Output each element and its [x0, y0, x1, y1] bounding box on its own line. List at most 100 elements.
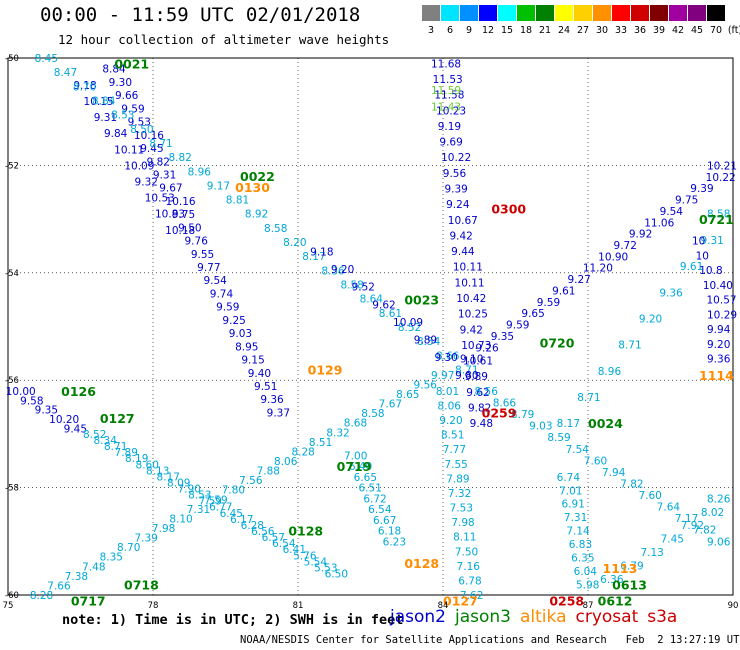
swh-value: 9.62 — [372, 299, 395, 311]
footer-note: note: 1) Time is in UTC; 2) SWH is in fe… — [62, 612, 404, 628]
scale-swatch — [441, 5, 459, 21]
scale-label: 70 — [709, 25, 723, 36]
swh-value: 8.66 — [493, 398, 517, 410]
swh-value: 10.23 — [436, 105, 466, 117]
swh-value: 10.42 — [456, 293, 486, 305]
swh-value: 10.00 — [6, 386, 36, 398]
scale-label: 6 — [446, 25, 454, 36]
swh-value: 8.53 — [188, 490, 211, 502]
swh-value: 10.20 — [49, 414, 79, 426]
scale-swatch — [574, 5, 592, 21]
swh-value: 8.68 — [344, 418, 367, 430]
swh-value: 10.18 — [165, 225, 195, 237]
swh-value: 9.89 — [414, 335, 437, 347]
swh-value: 7.59 — [204, 494, 227, 506]
swh-value: 7.88 — [257, 466, 280, 478]
swh-value: 8.09 — [167, 477, 190, 489]
swh-value: 8.64 — [360, 294, 384, 306]
swh-value: 7.31 — [187, 504, 210, 516]
swh-value: 7.53 — [450, 503, 473, 515]
swh-value: 8.65 — [396, 389, 419, 401]
swh-value: 7.60 — [638, 490, 661, 502]
swh-value: 8.71 — [618, 340, 641, 352]
swh-value: 7.55 — [444, 459, 467, 471]
swh-value: 9.18 — [73, 80, 96, 92]
swh-value: 9.89 — [465, 371, 488, 383]
swh-value: 9.36 — [659, 287, 683, 299]
swh-value: 7.54 — [566, 444, 590, 456]
swh-value: 7.67 — [379, 399, 402, 411]
swh-value: 9.39 — [690, 183, 713, 195]
map-title: 00:00 - 11:59 UTC 02/01/2018 — [40, 4, 361, 26]
axis-ticks: 75 78 81 84 87 90 -50 -52 -54 -56 -58 -60 — [3, 54, 739, 611]
swh-value: 9.65 — [521, 308, 544, 320]
pass-time-label: 0259 — [482, 405, 517, 420]
lon-tick-label: 87 — [583, 601, 594, 611]
swh-value: 5.98 — [576, 579, 599, 591]
swh-value: 9.84 — [104, 128, 128, 140]
swh-value: 9.52 — [352, 282, 375, 294]
swh-value: 8.19 — [125, 453, 148, 465]
swh-value: 7.62 — [460, 590, 483, 602]
swh-value: 8.58 — [264, 223, 287, 235]
swh-value: 8.58 — [707, 209, 730, 221]
swh-value: 10.16 — [166, 196, 196, 208]
pass-time-label: 0613 — [612, 577, 647, 592]
swh-value: 8.71 — [455, 364, 478, 376]
swh-value: 8.52 — [83, 429, 106, 441]
swh-value: 6.72 — [363, 493, 386, 505]
legend-cryosat: cryosat — [575, 607, 639, 627]
swh-value: 8.79 — [511, 409, 534, 421]
swh-value: 8.36 — [321, 265, 345, 277]
swh-value: 8.70 — [117, 542, 140, 554]
swh-value: 9.17 — [207, 180, 230, 192]
swh-value: 8.45 — [35, 53, 58, 65]
swh-value: 5.54 — [304, 556, 328, 568]
swh-value: 9.75 — [675, 195, 698, 207]
swh-value: 7.31 — [564, 512, 587, 524]
swh-value: 10 — [692, 236, 705, 248]
legend-s3a: s3a — [647, 607, 678, 627]
swh-value: 9.92 — [629, 229, 652, 241]
swh-value: 9.94 — [707, 324, 731, 336]
swh-value: 10.22 — [441, 152, 471, 164]
lon-tick-label: 75 — [3, 601, 14, 611]
swh-value: 9.69 — [439, 137, 462, 149]
pass-time-label: 0717 — [71, 593, 106, 608]
scale-label: 30 — [595, 25, 609, 36]
swh-value: 7.77 — [443, 444, 466, 456]
pass-time-label: 0300 — [491, 201, 526, 216]
swh-value: 7.60 — [584, 455, 607, 467]
swh-value: 8.20 — [283, 237, 306, 249]
swh-value: 9.44 — [451, 246, 475, 258]
scale-swatch — [479, 5, 497, 21]
swh-value: 8.17 — [557, 418, 580, 430]
swh-value: 6.51 — [359, 483, 382, 495]
swh-value: 8.17 — [157, 471, 180, 483]
swh-value: 7.38 — [65, 571, 88, 583]
swh-value: 8.92 — [245, 209, 268, 221]
lat-tick-label: -54 — [5, 269, 19, 279]
swh-value: 10 — [696, 250, 709, 262]
swh-value: 9.20 — [639, 313, 662, 325]
legend-jason3: jason3 — [455, 607, 511, 627]
pass-time-label: 0127 — [100, 411, 135, 426]
swh-value: 7.32 — [448, 488, 471, 500]
swh-value: 6.41 — [283, 544, 306, 556]
swh-value: 9.25 — [222, 315, 245, 327]
swh-value: 11.59 — [431, 85, 461, 97]
swh-value: 10.90 — [598, 251, 628, 263]
swh-value: 10.11 — [453, 262, 483, 274]
swh-value: 8.58 — [361, 408, 384, 420]
scale-label: 39 — [652, 25, 666, 36]
swh-value: 7.39 — [134, 533, 157, 545]
swh-value: 6.54 — [368, 504, 392, 516]
scale-label: 36 — [633, 25, 647, 36]
swh-value: 10.16 — [134, 130, 164, 142]
swh-value: 9.97 — [431, 370, 454, 382]
swh-value: 8.60 — [136, 459, 159, 471]
swh-value: 7.80 — [222, 485, 245, 497]
swh-value: 8.59 — [547, 432, 570, 444]
pass-time-label: 0126 — [61, 384, 96, 399]
swh-value: 9.35 — [491, 331, 514, 343]
